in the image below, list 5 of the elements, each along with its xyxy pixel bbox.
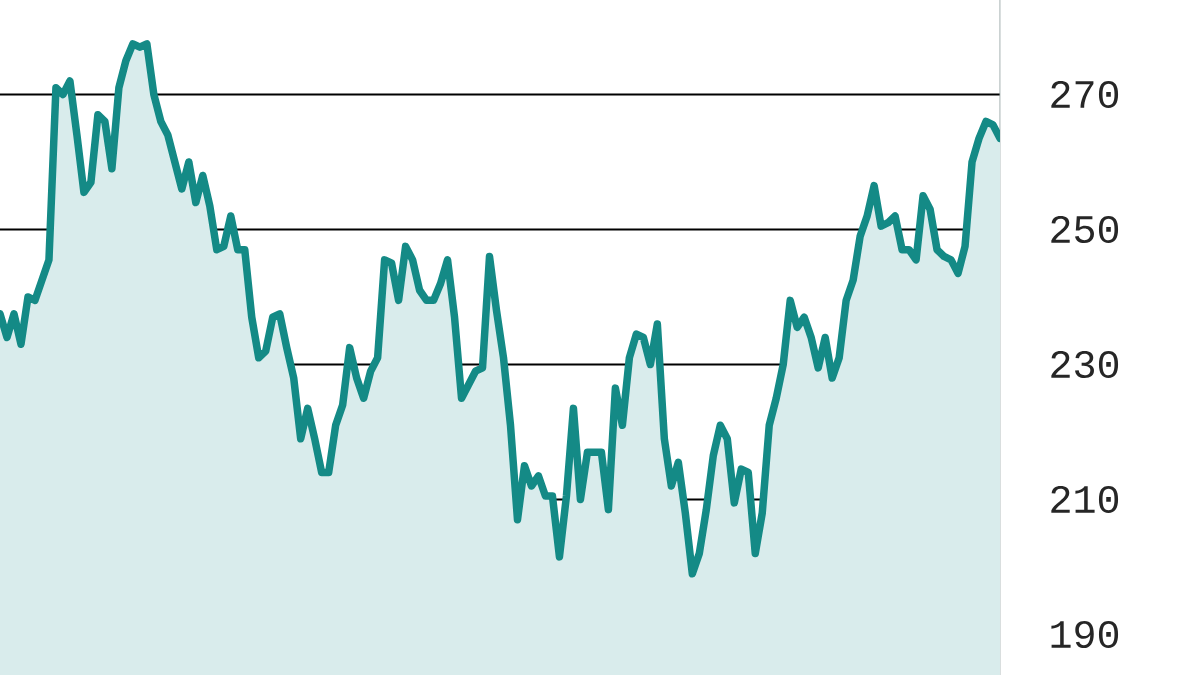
y-tick-label: 230 bbox=[1051, 350, 1119, 379]
y-tick-label: 190 bbox=[1051, 620, 1119, 649]
y-tick-label: 210 bbox=[1051, 485, 1119, 514]
y-tick-label: 270 bbox=[1051, 80, 1119, 109]
y-tick-label: 250 bbox=[1051, 215, 1119, 244]
